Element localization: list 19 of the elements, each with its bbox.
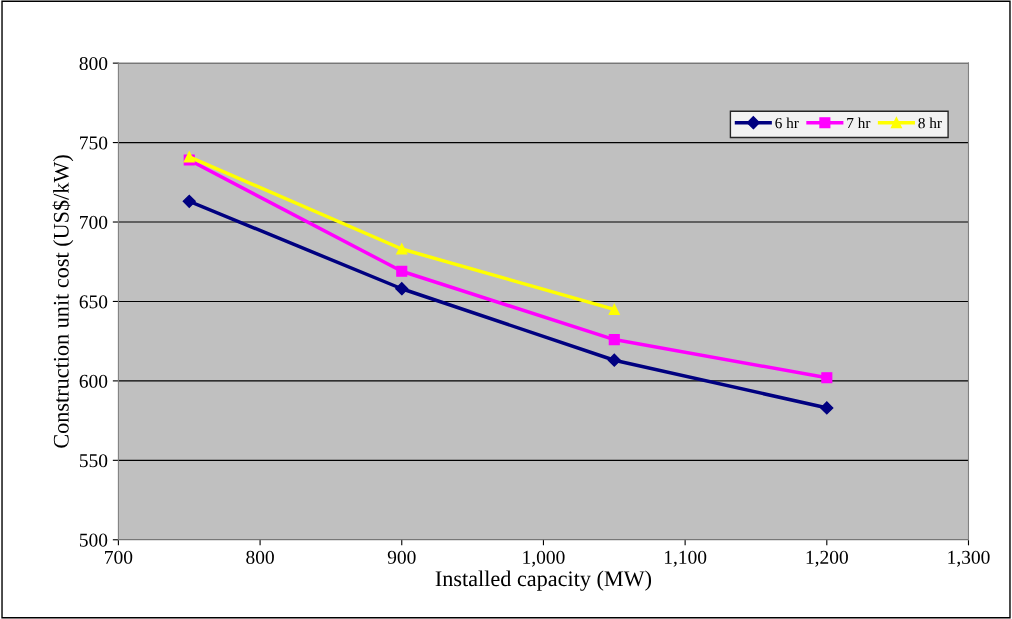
y-tick-label: 550 xyxy=(79,454,108,468)
y-tick-label: 650 xyxy=(79,295,108,309)
y-tick-label: 800 xyxy=(79,56,108,71)
y-tick-label: 500 xyxy=(79,533,108,547)
y-tick-label: 750 xyxy=(80,136,108,150)
x-tick-label: 800 xyxy=(246,550,274,564)
legend-label: 8 hr xyxy=(918,117,942,129)
legend-label: 6 hr xyxy=(775,117,799,129)
x-tick-label: 900 xyxy=(387,550,416,564)
legend-label: 7 hr xyxy=(847,117,871,129)
y-tick-label: 600 xyxy=(79,374,108,388)
x-tick-label: 1,000 xyxy=(523,550,565,567)
x-tick-label: 1,200 xyxy=(806,550,848,567)
x-axis-title: Installed capacity (MW) xyxy=(435,570,652,591)
x-tick-label: 1,300 xyxy=(948,550,990,567)
y-axis-title: Construction unit cost (US$/kW) xyxy=(52,155,74,448)
y-tick-label: 700 xyxy=(80,215,108,229)
x-tick-label: 1,100 xyxy=(664,550,707,567)
x-tick-label: 700 xyxy=(105,550,133,564)
